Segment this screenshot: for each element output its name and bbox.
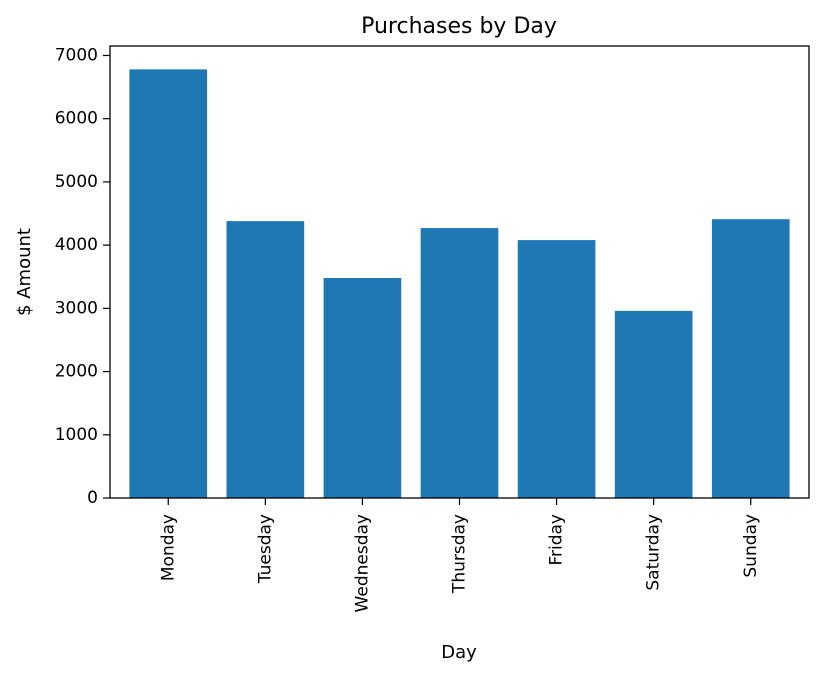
bar-sunday [711,219,790,498]
bar-wednesday [323,278,402,498]
x-tick-label: Sunday [741,514,761,578]
bar-friday [517,240,596,498]
y-tick-label: 1000 [55,425,98,445]
bar-thursday [420,228,499,498]
x-tick-label: Thursday [450,514,470,594]
bar-saturday [614,310,693,498]
chart-title: Purchases by Day [361,14,557,39]
y-tick-label: 7000 [55,45,98,65]
x-tick-label: Tuesday [255,514,275,584]
y-tick-label: 4000 [55,235,98,255]
y-tick-label: 5000 [55,172,98,192]
x-tick-label: Friday [547,514,567,566]
plot-area: Monday Tuesday Wednesday Thursday Friday Satu… [55,45,790,612]
x-tick-label: Wednesday [352,514,372,612]
x-tick-label: Monday [158,514,178,581]
bar-monday [129,69,208,498]
x-tick-label: Saturday [644,514,664,591]
x-axis-label: Day [441,642,477,663]
y-tick-label: 2000 [55,362,98,382]
y-tick-label: 3000 [55,298,98,318]
y-tick-label: 6000 [55,109,98,129]
plot-frame [109,45,810,499]
bar-tuesday [226,221,305,499]
y-axis-label: $ Amount [14,228,35,316]
y-tick-label: 0 [87,488,98,508]
